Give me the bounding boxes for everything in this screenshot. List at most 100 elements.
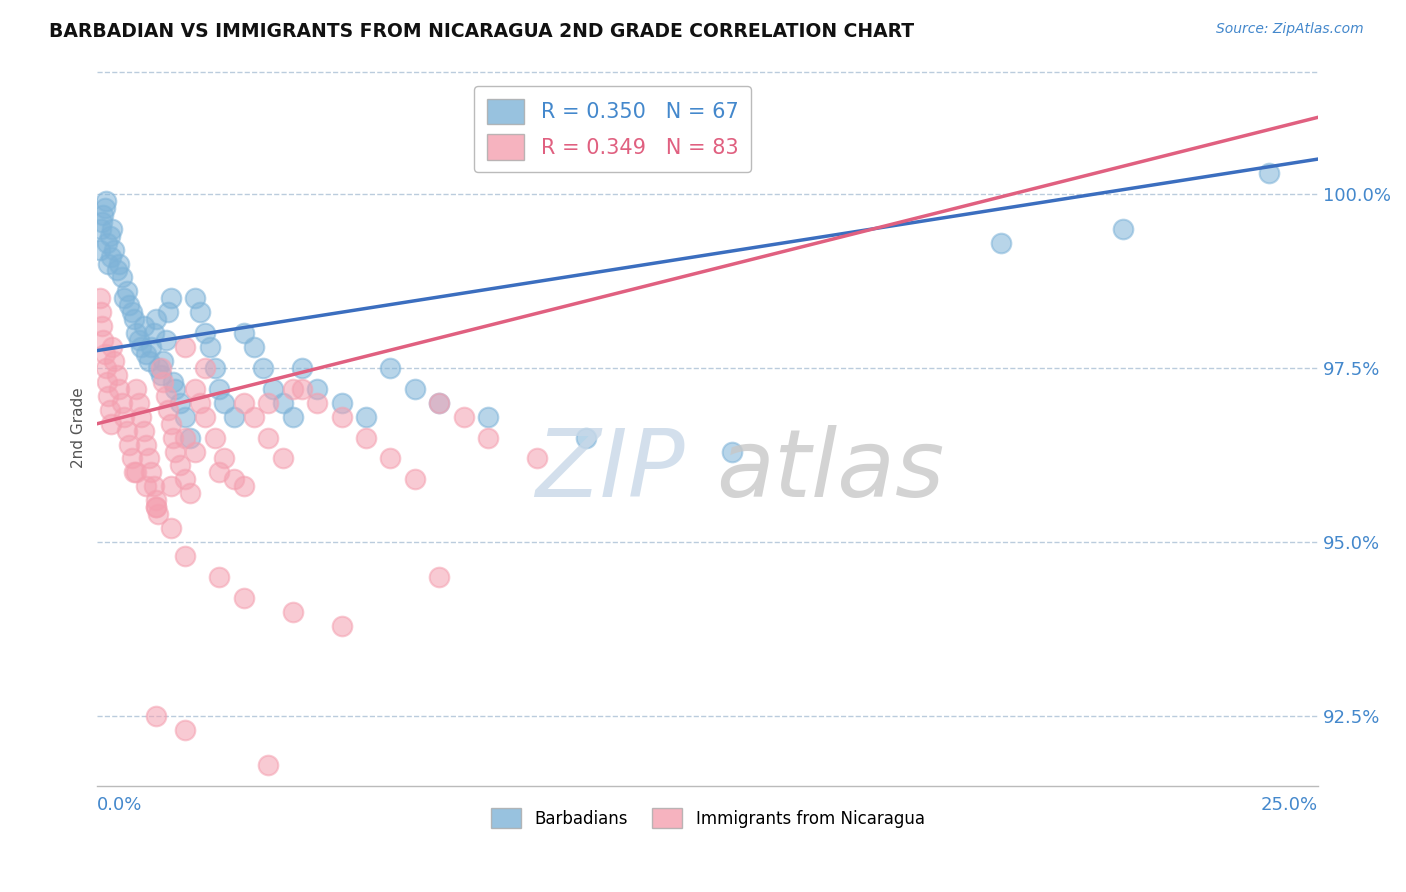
Point: [96, 235, 118, 250]
Point: [103, 243, 125, 257]
Point: [271, 451, 294, 466]
Point: [262, 382, 284, 396]
Point: [125, 382, 148, 396]
Point: [93, 347, 115, 361]
Point: [427, 396, 450, 410]
Point: [145, 500, 167, 515]
Point: [108, 256, 131, 270]
Point: [91, 208, 114, 222]
Point: [330, 409, 353, 424]
Point: [404, 382, 426, 396]
Point: [721, 444, 744, 458]
Point: [188, 305, 211, 319]
Point: [380, 451, 402, 466]
Point: [184, 444, 207, 458]
Point: [165, 382, 187, 396]
Point: [157, 305, 180, 319]
Point: [125, 326, 148, 340]
Point: [179, 486, 201, 500]
Point: [1112, 221, 1135, 235]
Point: [208, 466, 231, 480]
Point: [112, 291, 135, 305]
Point: [165, 444, 187, 458]
Point: [174, 549, 197, 563]
Point: [108, 382, 131, 396]
Point: [105, 263, 128, 277]
Point: [427, 570, 450, 584]
Point: [89, 243, 111, 257]
Legend: Barbadians, Immigrants from Nicaragua: Barbadians, Immigrants from Nicaragua: [484, 801, 932, 835]
Point: [232, 479, 254, 493]
Point: [232, 326, 254, 340]
Point: [198, 340, 221, 354]
Point: [145, 500, 167, 515]
Point: [138, 354, 160, 368]
Point: [162, 375, 184, 389]
Point: [98, 402, 121, 417]
Point: [281, 382, 304, 396]
Point: [93, 201, 115, 215]
Point: [257, 758, 280, 772]
Point: [174, 723, 197, 737]
Point: [174, 472, 197, 486]
Point: [100, 250, 122, 264]
Point: [149, 368, 172, 382]
Point: [145, 312, 167, 326]
Point: [132, 424, 155, 438]
Point: [97, 389, 120, 403]
Point: [103, 354, 125, 368]
Point: [129, 340, 152, 354]
Point: [91, 319, 114, 334]
Point: [271, 396, 294, 410]
Point: [91, 215, 114, 229]
Point: [232, 396, 254, 410]
Point: [138, 451, 160, 466]
Text: ZIP: ZIP: [536, 425, 685, 516]
Point: [145, 493, 167, 508]
Point: [242, 409, 264, 424]
Point: [135, 437, 157, 451]
Point: [307, 396, 329, 410]
Point: [174, 431, 197, 445]
Point: [112, 409, 135, 424]
Point: [121, 305, 143, 319]
Point: [194, 326, 217, 340]
Point: [232, 591, 254, 605]
Point: [453, 409, 475, 424]
Point: [90, 221, 112, 235]
Point: [122, 312, 145, 326]
Point: [159, 521, 181, 535]
Point: [354, 409, 377, 424]
Point: [91, 333, 114, 347]
Point: [162, 431, 184, 445]
Point: [155, 389, 177, 403]
Point: [148, 361, 170, 376]
Point: [148, 507, 170, 521]
Point: [281, 605, 304, 619]
Point: [118, 298, 141, 312]
Point: [427, 396, 450, 410]
Point: [380, 361, 402, 376]
Point: [404, 472, 426, 486]
Point: [159, 479, 181, 493]
Point: [145, 709, 167, 723]
Point: [94, 361, 117, 376]
Point: [222, 472, 245, 486]
Point: [101, 221, 124, 235]
Point: [139, 340, 162, 354]
Point: [204, 431, 226, 445]
Point: [149, 361, 172, 376]
Point: [354, 431, 377, 445]
Point: [97, 256, 120, 270]
Point: [194, 409, 217, 424]
Point: [152, 354, 174, 368]
Point: [1258, 166, 1281, 180]
Text: atlas: atlas: [716, 425, 943, 516]
Point: [128, 396, 150, 410]
Point: [188, 396, 211, 410]
Point: [184, 382, 207, 396]
Point: [155, 333, 177, 347]
Point: [96, 375, 118, 389]
Point: [139, 466, 162, 480]
Point: [291, 382, 314, 396]
